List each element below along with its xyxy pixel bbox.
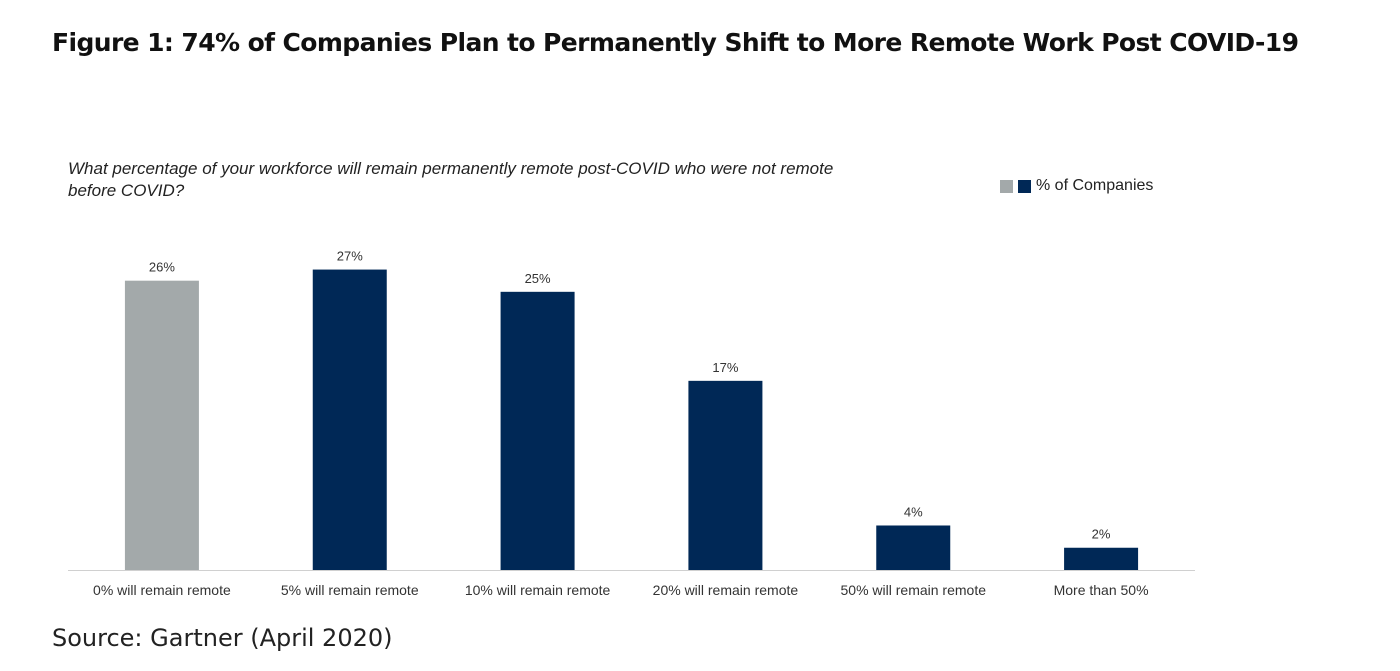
- data-label-4: 4%: [904, 504, 923, 519]
- data-label-5: 2%: [1092, 527, 1111, 542]
- source-note: Source: Gartner (April 2020): [52, 624, 393, 652]
- bar-3: [688, 380, 763, 570]
- legend-swatch-navy: [1018, 179, 1031, 193]
- bar-5: [1064, 547, 1139, 570]
- x-tick-label-3: 20% will remain remote: [653, 582, 799, 598]
- data-label-1: 27%: [337, 249, 363, 264]
- bar-1: [312, 269, 387, 570]
- bar-0: [124, 280, 199, 570]
- figure-title: Figure 1: 74% of Companies Plan to Perma…: [52, 28, 1299, 57]
- data-label-3: 17%: [712, 360, 738, 375]
- x-tick-label-4: 50% will remain remote: [841, 582, 987, 598]
- legend-label: % of Companies: [1036, 177, 1154, 194]
- data-label-0: 26%: [149, 260, 175, 275]
- bar-4: [876, 525, 951, 570]
- x-tick-label-0: 0% will remain remote: [93, 582, 231, 598]
- chart-legend: % of Companies: [1000, 177, 1153, 195]
- legend-swatch-gray: [1000, 179, 1013, 193]
- x-tick-label-2: 10% will remain remote: [465, 582, 611, 598]
- chart-subtitle: What percentage of your workforce will r…: [68, 159, 834, 200]
- data-label-2: 25%: [525, 271, 551, 286]
- x-tick-label-5: More than 50%: [1054, 582, 1149, 598]
- bar-2: [500, 291, 575, 570]
- x-tick-label-1: 5% will remain remote: [281, 582, 419, 598]
